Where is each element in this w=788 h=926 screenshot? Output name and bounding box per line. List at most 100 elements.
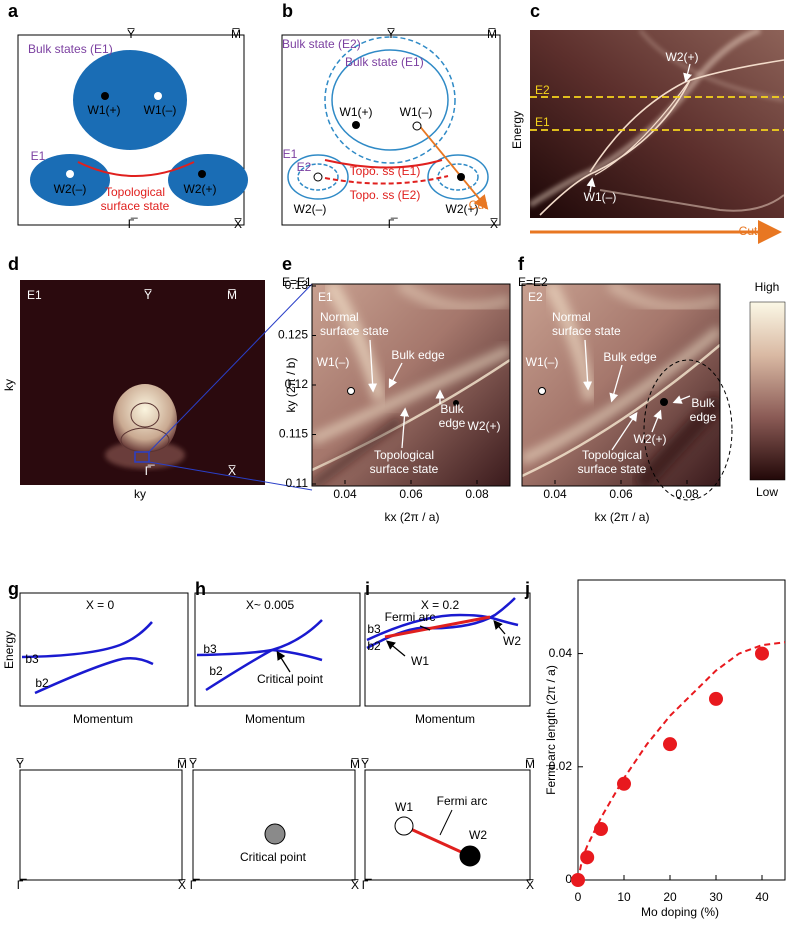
- pointer: [586, 177, 596, 193]
- pointer: [385, 640, 406, 657]
- label: Bulk states (E1): [28, 42, 113, 56]
- label: b3: [203, 642, 217, 656]
- corner-label: X̅: [351, 878, 359, 892]
- data-point: [709, 691, 723, 706]
- y-tick-label: 0: [565, 872, 572, 886]
- panel-a: [17, 34, 248, 226]
- weyl-point: [538, 387, 546, 395]
- cut-arrow: [417, 123, 489, 210]
- x-tick-label: 10: [617, 890, 631, 904]
- panel-d: [20, 280, 313, 491]
- label: b3: [367, 622, 381, 636]
- label: W2(+): [634, 432, 667, 446]
- label: ky (2π / b): [284, 358, 298, 413]
- corner-label: X̅: [178, 878, 186, 892]
- x-tick-label: 0.04: [333, 487, 357, 501]
- panel-letter: h: [195, 579, 206, 599]
- panel-e: [311, 283, 511, 487]
- x-tick-label: 0.08: [465, 487, 489, 501]
- pointers: [368, 339, 445, 449]
- label: Fermi arc length (2π / a): [544, 665, 558, 795]
- label: Bulk edge: [391, 348, 445, 362]
- bulk-contour: [331, 49, 449, 151]
- pointer: [419, 625, 431, 631]
- contour: [130, 402, 160, 428]
- label: ky: [134, 487, 146, 501]
- label: E1: [27, 288, 42, 302]
- x-tick-label: 0: [575, 890, 582, 904]
- label: W1(+): [340, 105, 373, 119]
- label: W2: [469, 828, 487, 842]
- zoom-line: [148, 461, 313, 491]
- critical-point: [264, 823, 286, 845]
- label: Topological surface state: [370, 448, 439, 476]
- label: X~ 0.005: [246, 598, 295, 612]
- corner-label: Y̅: [127, 27, 135, 41]
- label: Momentum: [245, 712, 305, 726]
- label: W1(–): [400, 105, 433, 119]
- label: E1: [31, 149, 46, 163]
- weyl-point: [453, 400, 459, 406]
- bulk-contour: [437, 163, 479, 191]
- label: b2: [367, 639, 381, 653]
- frame: [364, 769, 531, 881]
- weyl-point: [352, 121, 360, 129]
- label: Bulk edge: [690, 396, 717, 424]
- band-sketches: [19, 592, 531, 881]
- y-tick-label: 0.125: [278, 328, 308, 342]
- y-tick-label: 0.02: [549, 759, 573, 773]
- panel-letter: j: [524, 579, 530, 599]
- corner-label: M̅: [487, 27, 497, 41]
- label: Topological surface state: [101, 185, 170, 213]
- weyl-point: [198, 170, 206, 178]
- label: W2(+): [184, 182, 217, 196]
- label: Momentum: [73, 712, 133, 726]
- fit-curve: [577, 641, 786, 881]
- band: [34, 656, 154, 695]
- panel-letter: b: [282, 1, 293, 21]
- frame: [521, 283, 721, 487]
- bands: [522, 284, 720, 486]
- y-tick-label: 0.12: [285, 377, 309, 391]
- bulk-edge-contour: [643, 359, 733, 501]
- label: W1(+): [88, 103, 121, 117]
- spectral-weight: [113, 384, 177, 456]
- corner-label: Γ̅: [190, 878, 201, 892]
- weyl-point: [394, 816, 414, 836]
- frame: [19, 769, 183, 881]
- weyl-point: [101, 92, 109, 100]
- frame: [194, 592, 361, 707]
- weyl-point: [313, 172, 323, 182]
- pointer: [276, 650, 291, 673]
- colorbar: [749, 301, 786, 481]
- zoom-line: [148, 283, 313, 453]
- weyl-point: [347, 387, 355, 395]
- zoom-box: [134, 451, 150, 463]
- heatmap: [522, 284, 720, 486]
- panel-f: [521, 283, 733, 501]
- corner-label: Y̅: [16, 757, 24, 771]
- label: W1(–): [317, 355, 350, 369]
- label: Cut: [469, 198, 488, 212]
- corner-label: Γ̅: [128, 217, 139, 231]
- corner-label: M̅: [227, 288, 237, 302]
- y-tick-label: 0.115: [279, 427, 308, 441]
- panel-letter: f: [518, 254, 525, 274]
- weyl-point: [660, 398, 668, 406]
- corner-label: Γ̅: [388, 217, 399, 231]
- label: E1: [283, 147, 298, 161]
- label: W1: [395, 800, 413, 814]
- frame: [192, 769, 356, 881]
- label: E2: [297, 160, 312, 174]
- label: Low: [756, 485, 778, 499]
- label: W2: [503, 634, 521, 648]
- panel-letter: g: [8, 579, 19, 599]
- plot-frame: [577, 579, 786, 881]
- fermi-arc: [403, 824, 471, 858]
- band: [21, 621, 153, 659]
- x-tick-label: 20: [663, 890, 677, 904]
- label: X = 0.2: [421, 598, 460, 612]
- label: Critical point: [240, 850, 307, 864]
- label: kx (2π / a): [385, 510, 440, 524]
- surface-state: [324, 159, 443, 169]
